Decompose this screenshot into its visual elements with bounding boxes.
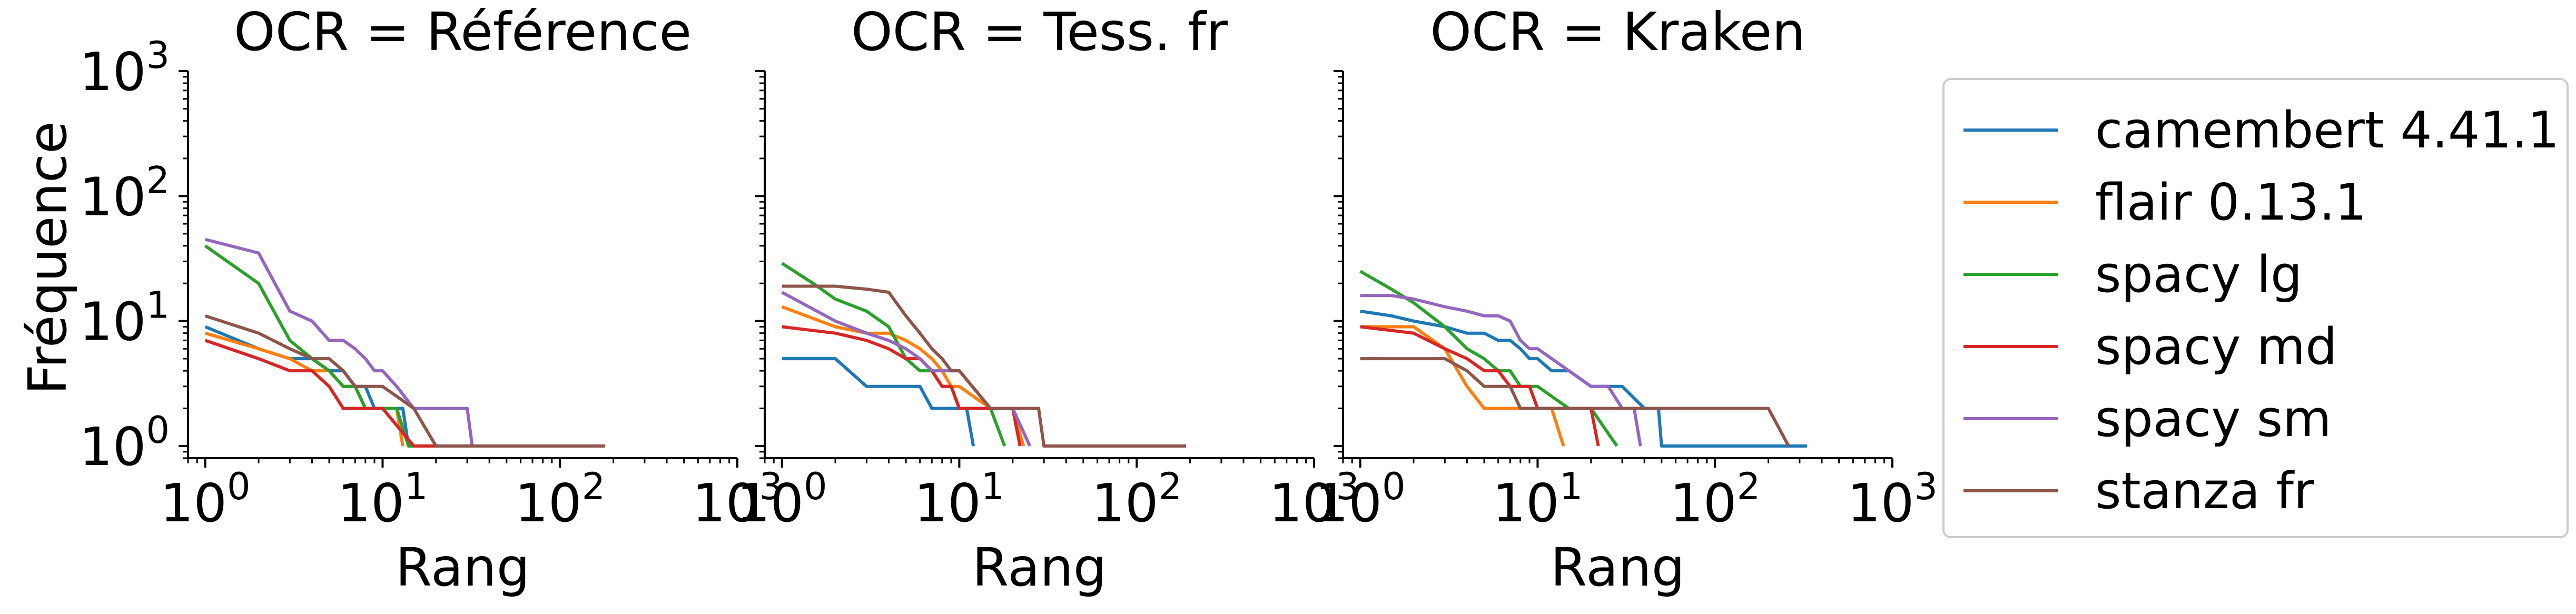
series-line-stanza-fr [204, 314, 606, 448]
series-line-spacy-md [204, 339, 436, 448]
x-axis-label: Rang [1551, 537, 1685, 598]
subplot-title: OCR = Référence [234, 1, 692, 63]
series-line-stanza-fr [782, 284, 1187, 448]
legend-label: camembert 4.41.1 [2095, 102, 2559, 160]
x-tick-label: 101 [1493, 465, 1583, 534]
subplot-title: OCR = Kraken [1430, 1, 1805, 63]
y-tick-label: 103 [79, 34, 170, 103]
legend-label: flair 0.13.1 [2095, 174, 2367, 232]
series-line-spacy-sm [1360, 294, 1642, 447]
series-line-spacy-lg [1359, 270, 1618, 447]
x-axis-label: Rang [396, 537, 530, 598]
series-line-spacy-sm [204, 237, 474, 447]
legend-label: stanza fr [2095, 462, 2315, 520]
x-axis-label: Rang [972, 537, 1107, 598]
series-line-camembert-4-41-1 [1360, 309, 1807, 448]
legend: camembert 4.41.1 flair 0.13.1 spacy lg spac… [1942, 78, 2569, 538]
legend-label: spacy sm [2095, 390, 2332, 448]
subplot-title: OCR = Tess. fr [851, 1, 1228, 63]
legend-label: spacy lg [2095, 246, 2302, 304]
legend-frame [1942, 78, 2569, 538]
series-line-stanza-fr [1360, 357, 1790, 447]
y-axis-label: Fréquence [17, 122, 78, 395]
x-tick-label: 102 [1091, 465, 1182, 534]
legend-label: spacy md [2095, 318, 2337, 376]
y-tick-label: 101 [79, 284, 170, 353]
